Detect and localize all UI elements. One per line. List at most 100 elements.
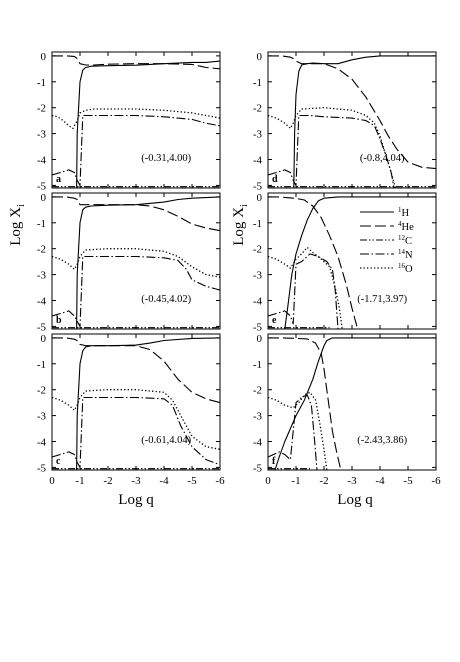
series-line-16O — [268, 246, 343, 329]
x-tick-label: -6 — [215, 475, 225, 487]
panel-annotation: (-0.61,4.04) — [141, 435, 191, 446]
series-group — [52, 337, 220, 470]
x-tick-label: -5 — [187, 475, 197, 487]
series-group — [268, 55, 436, 188]
y-tick-label: -2 — [253, 244, 262, 256]
left-ylabel-sub: i — [16, 204, 27, 207]
series-line-14N — [52, 255, 220, 327]
y-tick-label: -4 — [37, 155, 47, 167]
panel-annotation: (-0.8,4.04) — [360, 153, 405, 164]
series-line-1H — [76, 60, 220, 188]
y-tick-label: -2 — [37, 385, 46, 397]
panel-letter: a — [56, 174, 61, 185]
panel-a: 0 -1 -2 -3 -4 -5 a (-0.31,4.00) — [37, 51, 221, 192]
y-tick-label: -2 — [253, 103, 262, 115]
series-line-14N — [52, 114, 220, 186]
legend-label-12C: 12C — [398, 234, 412, 247]
y-tick-label: -4 — [253, 437, 263, 449]
y-tick-label: 0 — [41, 192, 47, 204]
panel-letter: b — [56, 315, 62, 326]
series-line-4He — [268, 55, 436, 170]
series-line-16O — [52, 389, 220, 450]
x-tick-label: -6 — [431, 475, 441, 487]
panel-annotation: (-1.71,3.97) — [357, 294, 407, 305]
y-tick-label: 0 — [41, 333, 47, 345]
panel-letter: f — [272, 456, 276, 467]
panel-b: 0 -1 -2 -3 -4 -5 b (-0.45,4.02) — [37, 192, 221, 333]
y-tick-label: -5 — [37, 180, 47, 192]
series-line-1H — [76, 196, 220, 329]
x-tick-label: -4 — [375, 475, 385, 487]
x-tick-label: -1 — [291, 475, 300, 487]
panel-c: 0-1-2-3-4-50 -1 -2 -3 -4 -5 -6c(-0.61,4.04) — [37, 333, 225, 487]
y-tick-label: 0 — [257, 51, 263, 63]
series-line-16O — [268, 107, 397, 188]
y-tick-label: -3 — [253, 129, 263, 141]
left-ylabel: Log Xi — [8, 204, 27, 246]
panel-e: 0 -1 -2 -3 -4 -5 e (-1.71,3.97) — [253, 192, 437, 333]
legend-label-4He: 4He — [398, 220, 414, 233]
x-tick-label: -5 — [403, 475, 413, 487]
y-tick-label: -1 — [37, 359, 46, 371]
x-tick-label: -2 — [319, 475, 328, 487]
y-tick-label: -4 — [37, 296, 47, 308]
series-line-1H — [284, 196, 436, 329]
panel-letter: e — [272, 315, 277, 326]
x-tick-label: 0 — [265, 475, 271, 487]
y-tick-label: -1 — [253, 218, 262, 230]
y-tick-label: -3 — [253, 411, 263, 423]
series-line-16O — [268, 391, 328, 470]
series-line-14N — [268, 253, 339, 329]
legend-label-1H: 1H — [398, 206, 410, 219]
series-line-4He — [52, 337, 220, 404]
panel-annotation: (-0.45,4.02) — [141, 294, 191, 305]
left-xlabel: Log q — [118, 492, 154, 508]
series-line-4He — [52, 196, 220, 232]
y-tick-label: -5 — [253, 180, 263, 192]
y-tick-label: -5 — [37, 321, 47, 333]
y-tick-label: 0 — [41, 51, 47, 63]
panel-letter: c — [56, 456, 61, 467]
series-line-4He — [52, 55, 220, 70]
series-line-14N — [268, 394, 318, 470]
left-ylabel-main: Log X — [8, 207, 24, 246]
x-tick-label: 0 — [49, 475, 55, 487]
panel-annotation: (-2.43,3.86) — [357, 435, 407, 446]
x-tick-label: -4 — [159, 475, 169, 487]
series-line-1H — [274, 337, 436, 470]
y-tick-label: -3 — [37, 129, 47, 141]
series-line-16O — [52, 248, 220, 278]
y-tick-label: -1 — [253, 77, 262, 89]
series-group — [268, 196, 436, 329]
y-tick-label: -5 — [253, 321, 263, 333]
legend-label-14N: 14N — [398, 248, 413, 261]
x-tick-label: -1 — [75, 475, 84, 487]
x-tick-label: -3 — [131, 475, 141, 487]
series-line-4He — [268, 196, 359, 329]
series-line-14N — [52, 396, 220, 468]
y-tick-label: -2 — [37, 103, 46, 115]
y-tick-label: -1 — [253, 359, 262, 371]
series-group — [268, 337, 436, 470]
series-group — [52, 196, 220, 329]
y-tick-label: -5 — [253, 462, 263, 474]
panel-frame — [267, 333, 437, 471]
right-ylabel-main: Log X — [231, 207, 247, 246]
panel-f: 0-1-2-3-4-50 -1 -2 -3 -4 -5 -6f(-2.43,3.86) — [253, 333, 441, 487]
y-tick-label: -1 — [37, 218, 46, 230]
y-tick-label: -1 — [37, 77, 46, 89]
y-tick-label: -2 — [37, 244, 46, 256]
y-tick-label: -5 — [37, 462, 47, 474]
y-tick-label: -3 — [253, 270, 263, 282]
series-line-4He — [268, 337, 342, 470]
series-line-14N — [268, 114, 395, 188]
panel-d: 0 -1 -2 -3 -4 -5 d (-0.8,4.04) — [253, 51, 437, 192]
panel-frame — [267, 51, 437, 189]
right-xlabel: Log q — [337, 492, 373, 508]
y-tick-label: 0 — [257, 192, 263, 204]
x-tick-label: -3 — [347, 475, 357, 487]
y-tick-label: -3 — [37, 270, 47, 282]
series-line-1H — [293, 55, 436, 188]
